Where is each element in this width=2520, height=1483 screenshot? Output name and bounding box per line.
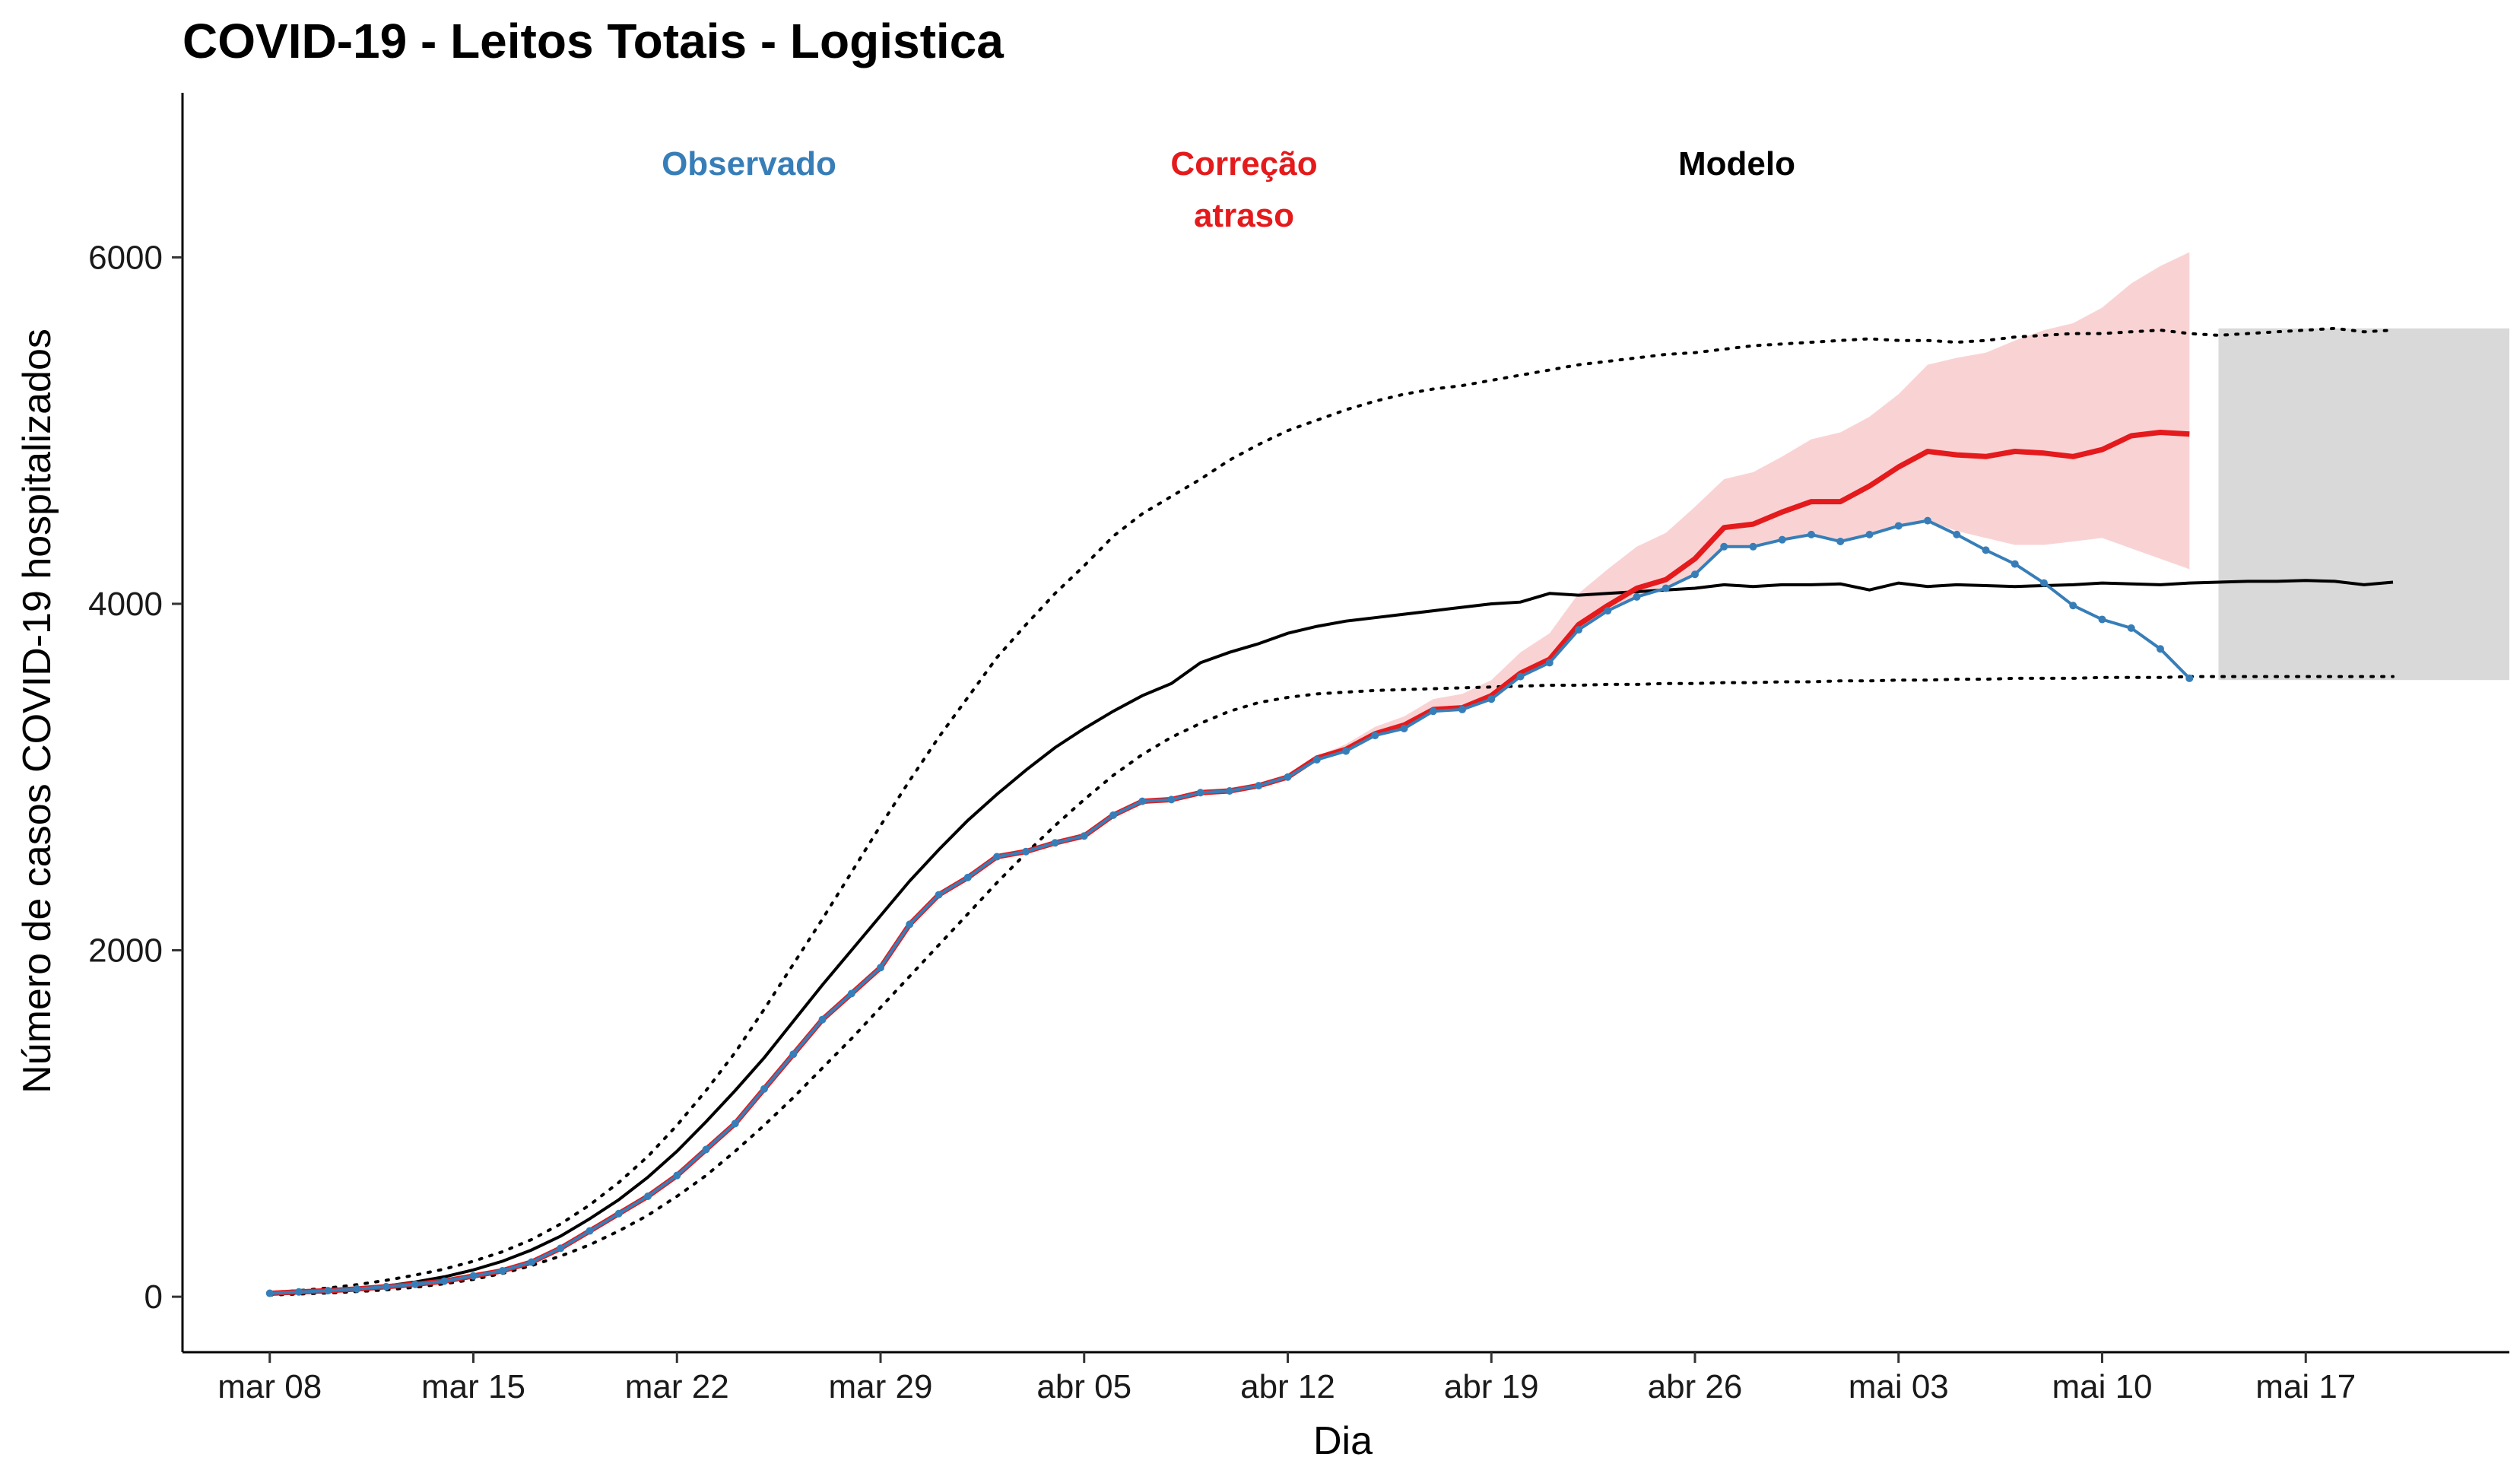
y-tick-label: 2000 [88,932,163,970]
observed-point [818,1015,827,1024]
x-tick-label: mar 08 [217,1368,322,1405]
observed-point [469,1272,478,1280]
chart-title: COVID-19 - Leitos Totais - Logistica [182,14,1004,68]
annotation-label: Observado [662,145,836,183]
observed-point [1516,672,1525,681]
observed-point [935,891,943,899]
observed-point [1429,707,1437,716]
observed-point [1342,747,1350,755]
observed-point [1487,695,1496,703]
observed-point [586,1227,594,1235]
axes: 0 2000 4000 6000 mar 08 mar 15 mar 22 mar 29 abr… [88,93,2509,1405]
observed-point [498,1266,506,1275]
observed-point [614,1209,623,1218]
observed-point [1953,530,1961,538]
observed-point [2069,602,2077,610]
observed-point [789,1050,798,1059]
x-tick-label: mai 03 [1849,1368,1949,1405]
annotation-label: Modelo [1678,145,1795,183]
observed-point [1982,546,1990,554]
annotation-label: Correção [1170,145,1317,183]
observed-point [557,1244,565,1253]
observed-point [1022,847,1030,856]
x-tick-label: abr 19 [1444,1368,1539,1405]
observed-point [1284,773,1292,781]
x-tick-label: abr 05 [1036,1368,1131,1405]
annotation-label: atraso [1194,197,1294,234]
x-tick-label: mar 22 [625,1368,729,1405]
observed-point [1226,786,1233,795]
observed-point [644,1192,652,1200]
x-tick-label: mar 29 [829,1368,933,1405]
observed-point [2157,645,2164,653]
observed-point [1749,542,1757,551]
y-tick-label: 6000 [88,239,163,276]
observed-point [1109,811,1117,819]
observed-point [1575,626,1582,634]
observed-point [963,873,972,881]
observed-point [1196,789,1204,797]
observed-point [1661,584,1670,592]
observed-point [1720,542,1728,551]
observed-point [1604,607,1612,615]
model-line [269,579,2394,1296]
observed-point [1865,530,1874,538]
x-tick-label: abr 26 [1648,1368,1743,1405]
y-axis-title: Número de casos COVID-19 hospitalizados [15,329,59,1094]
observed-point [1545,659,1554,667]
model-lower-line [268,675,2395,1297]
x-tick-label: mai 17 [2255,1368,2356,1405]
observed-point [2040,579,2048,587]
observed-point [1312,755,1321,764]
observed-point [411,1280,419,1288]
observed-point [2098,615,2106,624]
observed-point [382,1282,390,1291]
y-tick-label: 4000 [88,586,163,623]
observed-point [440,1277,449,1285]
observed-point [731,1119,739,1128]
observed-point [877,964,884,972]
x-tick-label: abr 12 [1240,1368,1335,1405]
observed-point [295,1288,303,1296]
observed-point [2011,560,2019,568]
observed-point [1051,839,1059,847]
model-upper-line [268,326,2395,1294]
observed-point [1371,732,1379,740]
observed-point [1167,795,1176,804]
observed-point [702,1145,710,1154]
plot-area [265,252,2509,1297]
observed-point [1458,705,1466,713]
observed-point [673,1171,681,1180]
observed-point [1633,592,1641,601]
annotations: Observado Correção atraso Modelo [662,145,1795,234]
observed-point [2185,674,2194,682]
observed-point [1691,570,1699,579]
observed-point [1807,530,1815,538]
observed-point [1255,782,1263,790]
observed-point [760,1084,768,1093]
observed-point [847,989,855,998]
observed-point [1080,832,1088,840]
corrected-band [269,252,2190,1294]
observed-point [2127,624,2135,632]
observed-point [1778,535,1786,544]
forecast-band [2218,328,2509,681]
observed-point [265,1289,274,1297]
observed-point [1924,516,1931,525]
observed-point [1894,522,1903,530]
observed-point [906,920,914,929]
observed-point [353,1285,361,1293]
x-axis-title: Dia [1313,1419,1373,1463]
y-tick-label: 0 [144,1278,163,1316]
observed-point [324,1287,332,1295]
observed-point [1138,797,1147,805]
x-tick-label: mar 15 [421,1368,525,1405]
x-tick-label: mai 10 [2052,1368,2152,1405]
observed-point [1836,537,1845,545]
observed-point [1400,724,1408,732]
observed-point [993,853,1001,861]
observed-point [528,1258,535,1266]
